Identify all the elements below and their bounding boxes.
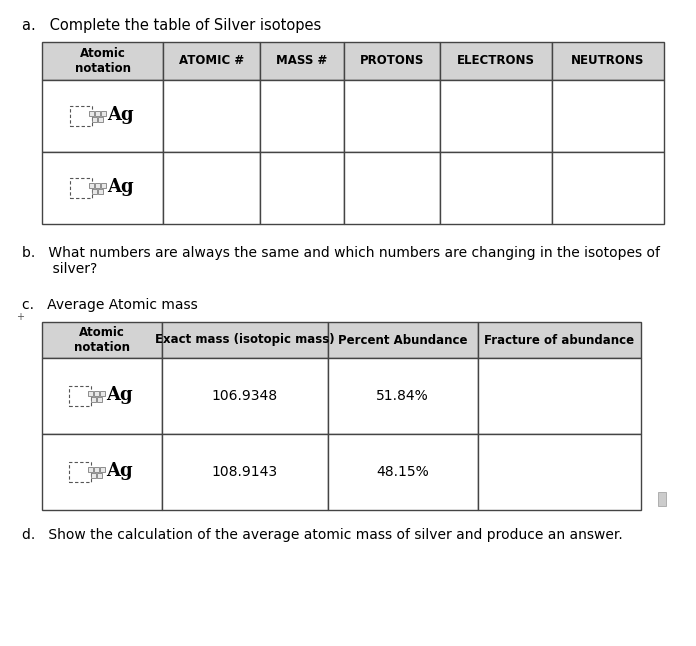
Bar	[164, 42, 260, 80]
Bar	[161, 358, 328, 434]
Bar	[164, 80, 260, 152]
Bar	[328, 322, 478, 358]
Bar	[658, 492, 666, 506]
Bar	[328, 358, 478, 434]
Bar	[42, 322, 161, 358]
Bar	[440, 80, 552, 152]
Text: c.   Average Atomic mass: c. Average Atomic mass	[22, 298, 198, 312]
Bar	[70, 462, 91, 482]
Bar	[42, 152, 164, 224]
Bar	[328, 434, 478, 510]
Bar	[161, 322, 328, 358]
Bar	[440, 152, 552, 224]
Bar	[94, 391, 99, 395]
Text: Atomic
notation: Atomic notation	[74, 47, 131, 75]
Bar	[70, 178, 92, 198]
Bar	[478, 322, 640, 358]
Bar	[552, 80, 664, 152]
Bar	[164, 152, 260, 224]
Bar	[91, 397, 96, 402]
Bar	[94, 467, 99, 472]
Bar	[260, 80, 344, 152]
Bar	[552, 152, 664, 224]
Text: silver?: silver?	[22, 262, 97, 276]
Text: Ag: Ag	[107, 178, 134, 196]
Text: b.   What numbers are always the same and which numbers are changing in the isot: b. What numbers are always the same and …	[22, 246, 660, 260]
Text: MASS #: MASS #	[276, 54, 327, 67]
Bar	[70, 386, 91, 406]
Bar	[92, 117, 97, 121]
Text: Exact mass (isotopic mass): Exact mass (isotopic mass)	[155, 333, 335, 346]
Bar	[478, 434, 640, 510]
Bar	[92, 189, 97, 194]
Bar	[260, 152, 344, 224]
Text: Atomic
notation: Atomic notation	[74, 326, 130, 354]
Bar	[98, 189, 102, 194]
Text: Ag: Ag	[106, 462, 133, 480]
Text: a.   Complete the table of Silver isotopes: a. Complete the table of Silver isotopes	[22, 18, 322, 33]
Bar	[88, 391, 93, 395]
Text: Ag: Ag	[107, 106, 134, 124]
Bar	[88, 467, 93, 472]
Text: 108.9143: 108.9143	[212, 465, 278, 479]
Bar	[97, 397, 102, 402]
Bar	[95, 111, 100, 116]
Text: 106.9348: 106.9348	[212, 389, 278, 403]
Bar	[100, 467, 105, 472]
Text: Percent Abundance: Percent Abundance	[338, 333, 468, 346]
Bar	[552, 42, 664, 80]
Bar	[100, 391, 105, 395]
Bar	[42, 358, 161, 434]
Text: d.   Show the calculation of the average atomic mass of silver and produce an an: d. Show the calculation of the average a…	[22, 528, 623, 542]
Bar	[478, 358, 640, 434]
Bar	[344, 152, 440, 224]
Bar	[260, 42, 344, 80]
Text: PROTONS: PROTONS	[360, 54, 424, 67]
Text: NEUTRONS: NEUTRONS	[571, 54, 644, 67]
Bar	[89, 111, 93, 116]
Bar	[98, 117, 102, 121]
Bar	[344, 42, 440, 80]
Text: Fracture of abundance: Fracture of abundance	[484, 333, 634, 346]
Text: 51.84%: 51.84%	[377, 389, 429, 403]
Bar	[42, 434, 161, 510]
Bar	[440, 42, 552, 80]
Text: +: +	[16, 312, 24, 322]
Bar	[91, 473, 96, 477]
Bar	[42, 80, 164, 152]
Text: Ag: Ag	[106, 386, 133, 404]
Text: ELECTRONS: ELECTRONS	[457, 54, 535, 67]
Bar	[344, 80, 440, 152]
Bar	[161, 434, 328, 510]
Bar	[101, 183, 106, 187]
Bar	[89, 183, 93, 187]
Text: 48.15%: 48.15%	[377, 465, 429, 479]
Bar	[70, 106, 92, 126]
Bar	[95, 183, 100, 187]
Bar	[101, 111, 106, 116]
Bar	[42, 42, 164, 80]
Text: ATOMIC #: ATOMIC #	[179, 54, 244, 67]
Bar	[97, 473, 102, 477]
